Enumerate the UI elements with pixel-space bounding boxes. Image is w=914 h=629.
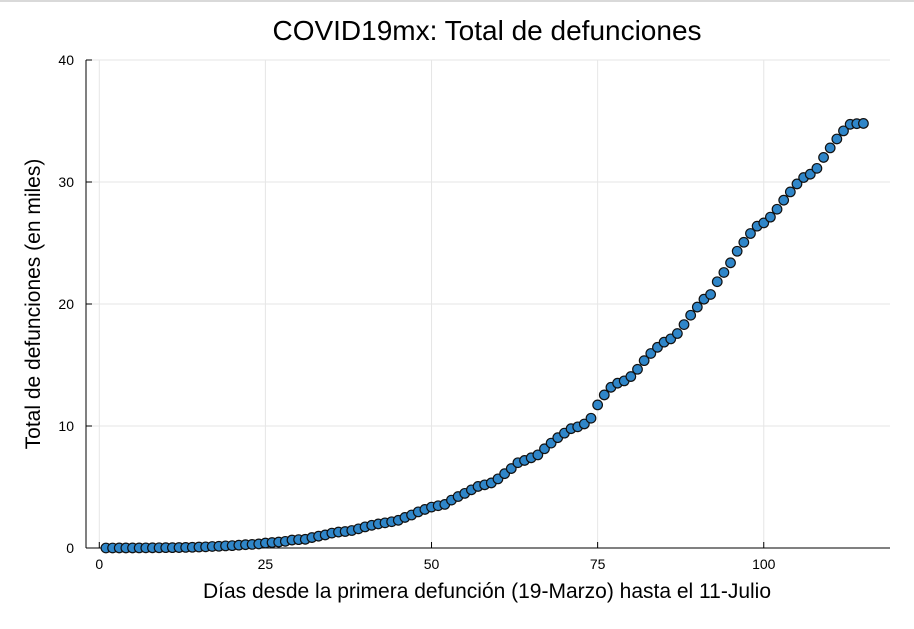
x-axis-label: Días desde la primera defunción (19-Marz…: [203, 580, 771, 603]
data-point: [858, 118, 869, 129]
y-axis-ticks: 0 10 20 30 40: [58, 52, 92, 556]
data-point: [771, 203, 783, 215]
x-tick-label: 25: [258, 556, 274, 572]
y-tick-label: 0: [66, 540, 74, 556]
data-point: [758, 217, 770, 229]
data-point: [671, 328, 683, 339]
data-point: [592, 399, 604, 411]
data-point: [731, 245, 743, 257]
data-point: [811, 162, 823, 174]
y-tick-label: 20: [58, 296, 74, 312]
data-point: [645, 348, 657, 359]
data-point: [705, 289, 716, 300]
data-point: [738, 236, 750, 248]
data-point: [532, 449, 544, 461]
data-point: [505, 463, 517, 474]
data-point: [818, 152, 829, 163]
data-point: [725, 257, 736, 269]
data-point: [625, 371, 637, 382]
x-tick-label: 0: [95, 556, 103, 572]
data-point: [791, 178, 803, 190]
data-point: [784, 186, 796, 198]
chart-title: COVID19mx: Total de defunciones: [272, 15, 701, 46]
data-point: [804, 168, 816, 180]
data-point: [638, 355, 650, 367]
x-axis-ticks: 0 25 50 75 100: [95, 542, 776, 572]
data-point: [831, 133, 843, 145]
x-tick-label: 100: [752, 556, 776, 572]
data-point: [585, 412, 597, 424]
data-point: [778, 194, 790, 206]
data-point: [691, 301, 703, 313]
y-tick-label: 40: [58, 52, 74, 68]
x-tick-label: 50: [424, 556, 440, 572]
grid-lines: [86, 59, 890, 549]
data-point: [685, 309, 697, 321]
data-point: [598, 389, 610, 401]
data-point: [632, 363, 643, 375]
y-axis-label: Total de defunciones (en miles): [22, 159, 45, 450]
data-point: [838, 125, 849, 137]
data-point: [745, 228, 756, 239]
data-point: [764, 211, 776, 223]
data-point: [824, 142, 836, 154]
x-tick-label: 75: [590, 556, 606, 572]
window-top-border: [0, 0, 914, 2]
data-point: [678, 319, 690, 331]
data-point: [711, 276, 723, 288]
data-points: [100, 118, 869, 554]
data-point: [718, 267, 730, 278]
y-tick-label: 10: [58, 418, 74, 434]
y-tick-label: 30: [58, 174, 74, 190]
